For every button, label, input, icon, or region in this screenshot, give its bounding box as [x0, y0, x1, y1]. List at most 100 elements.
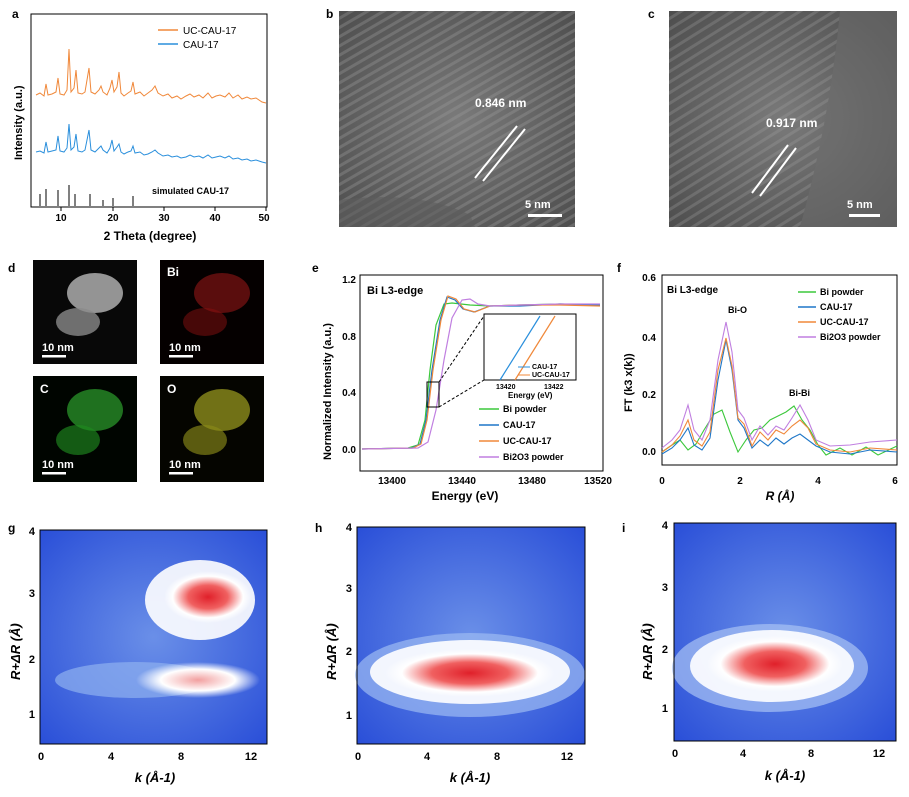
- xtick-f-4: 4: [815, 476, 821, 487]
- annotation-bi-o: Bi-O: [728, 305, 747, 315]
- eds-element-c: C: [40, 382, 49, 396]
- legend-f-uc: UC-CAU-17: [820, 317, 869, 327]
- zoom-box-e: [426, 381, 440, 408]
- ytick-e-1: 0.4: [342, 388, 356, 399]
- simulated-peaks: [39, 185, 134, 206]
- title-e: Bi L3-edge: [367, 285, 423, 297]
- inset-legend-uc: UC-CAU-17: [532, 372, 570, 379]
- ytick-i-4: 4: [662, 520, 669, 532]
- eds-element-bi: Bi: [167, 265, 179, 279]
- xtick-f-2: 2: [737, 476, 743, 487]
- legend-e-bi: Bi powder: [503, 404, 547, 414]
- ytick-e-3: 1.2: [342, 275, 356, 286]
- panel-a: a UC-CAU-17 CAU-17 simulated CAU-17 Inte…: [12, 7, 270, 243]
- wt-peak-h-bio: [385, 649, 555, 697]
- inset-xtick-1: 13420: [496, 384, 516, 391]
- ytick-f-1: 0.2: [642, 390, 656, 401]
- xlabel-f: R (Å): [766, 489, 795, 503]
- xtick-h-4: 4: [424, 751, 431, 763]
- panel-c: c 0.917 nm 5 nm: [648, 7, 897, 227]
- wt-peak-g-bibi: [164, 571, 252, 623]
- ylabel-e: Normalized Intensity (a.u.): [322, 323, 334, 460]
- exafs-cau17: [661, 339, 898, 455]
- xtick-g-0: 0: [38, 751, 44, 763]
- ytick-g-2: 2: [29, 654, 35, 666]
- legend-f-bi2o3: Bi2O3 powder: [820, 332, 881, 342]
- axes-frame-a: [30, 13, 268, 208]
- xtick-i-8: 8: [808, 748, 814, 760]
- inset-frame-e: [483, 313, 577, 381]
- panel-f: f Bi L3-edge Bi-O Bi-Bi Bi powder CAU-17…: [617, 261, 898, 503]
- title-f: Bi L3-edge: [667, 285, 719, 296]
- ytick-f-0: 0.0: [642, 447, 656, 458]
- panel-label-d: d: [8, 261, 15, 275]
- ylabel-g: R+ΔR (Å): [8, 623, 23, 680]
- xtick-g-4: 4: [108, 751, 115, 763]
- eds-scale-text-o: 10 nm: [169, 459, 201, 471]
- ytick-h-1: 1: [346, 710, 352, 722]
- panel-label-b: b: [326, 7, 333, 21]
- legend-f-bi: Bi powder: [820, 287, 864, 297]
- scale-text-b: 5 nm: [525, 199, 551, 211]
- panel-label-h: h: [315, 521, 322, 535]
- ytick-e-0: 0.0: [342, 445, 356, 456]
- panel-g: g 1 2 3 4 0 4 8 12 R+ΔR (Å) k (Å-1): [8, 521, 268, 785]
- xlabel-h: k (Å-1): [450, 770, 490, 785]
- eds-scale-text-c: 10 nm: [42, 459, 74, 471]
- legend-e-uc: UC-CAU-17: [503, 436, 552, 446]
- panel-e: e Bi L3-edge CAU-17 UC-CAU-17 13420 1342…: [312, 261, 612, 503]
- xtick-h-0: 0: [355, 751, 361, 763]
- exafs-uc-cau17: [661, 337, 898, 453]
- ytick-g-3: 3: [29, 588, 35, 600]
- xtick-f-6: 6: [892, 476, 898, 487]
- wt-map-g: [40, 530, 267, 744]
- inset-xtick-2: 13422: [544, 384, 564, 391]
- inset-e: CAU-17 UC-CAU-17 13420 13422 Energy (eV): [483, 313, 577, 400]
- panel-label-g: g: [8, 521, 15, 535]
- panel-d: d 10 nm Bi 10 nm C 10 nm O 10 nm: [8, 260, 264, 482]
- ytick-f-2: 0.4: [642, 333, 656, 344]
- legend-e-cau: CAU-17: [503, 420, 536, 430]
- xlabel-i: k (Å-1): [765, 768, 805, 783]
- inset-legend-cau: CAU-17: [532, 364, 557, 371]
- ytick-g-4: 4: [29, 526, 36, 538]
- xtick-e-2: 13440: [448, 476, 476, 487]
- axes-frame-f: [661, 274, 898, 466]
- xtick-i-12: 12: [873, 748, 885, 760]
- ytick-h-3: 3: [346, 583, 352, 595]
- xtick-h-12: 12: [561, 751, 573, 763]
- panel-label-f: f: [617, 261, 622, 275]
- exafs-bi2o3: [661, 321, 898, 449]
- eds-scale-text-bi: 10 nm: [169, 342, 201, 354]
- xtick-f-0: 0: [659, 476, 665, 487]
- wt-peak-i-bio: [707, 636, 843, 692]
- panel-b: b 0.846 nm 5 nm: [326, 7, 575, 227]
- xlabel-e: Energy (eV): [432, 489, 499, 503]
- xtick-a-30: 30: [158, 213, 170, 224]
- ylabel-a: Intensity (a.u.): [13, 85, 25, 160]
- d-spacing-c: 0.917 nm: [766, 116, 817, 130]
- xlabel-a: 2 Theta (degree): [104, 229, 197, 243]
- legend-label-cau: CAU-17: [183, 40, 219, 51]
- ytick-i-1: 1: [662, 703, 668, 715]
- xtick-e-3: 13480: [518, 476, 546, 487]
- annotation-bi-bi: Bi-Bi: [789, 388, 810, 398]
- ytick-i-2: 2: [662, 644, 668, 656]
- scalebar-b: [528, 214, 562, 217]
- xtick-h-8: 8: [494, 751, 500, 763]
- ytick-g-1: 1: [29, 709, 35, 721]
- xanes-bi2o3: [361, 298, 600, 450]
- xrd-cau17: [35, 123, 267, 164]
- xtick-a-10: 10: [55, 213, 67, 224]
- axes-frame-e: [359, 274, 604, 472]
- eds-scale-text-haadf: 10 nm: [42, 342, 74, 354]
- xanes-cau17: [361, 296, 601, 450]
- lattice-fringes-c: [669, 11, 840, 227]
- ylabel-f: FT (k3 x(k)): [623, 353, 635, 412]
- panel-label-i: i: [622, 521, 625, 535]
- xtick-g-12: 12: [245, 751, 257, 763]
- scalebar-c: [849, 214, 880, 217]
- ylabel-h: R+ΔR (Å): [324, 623, 339, 680]
- scale-text-c: 5 nm: [847, 199, 873, 211]
